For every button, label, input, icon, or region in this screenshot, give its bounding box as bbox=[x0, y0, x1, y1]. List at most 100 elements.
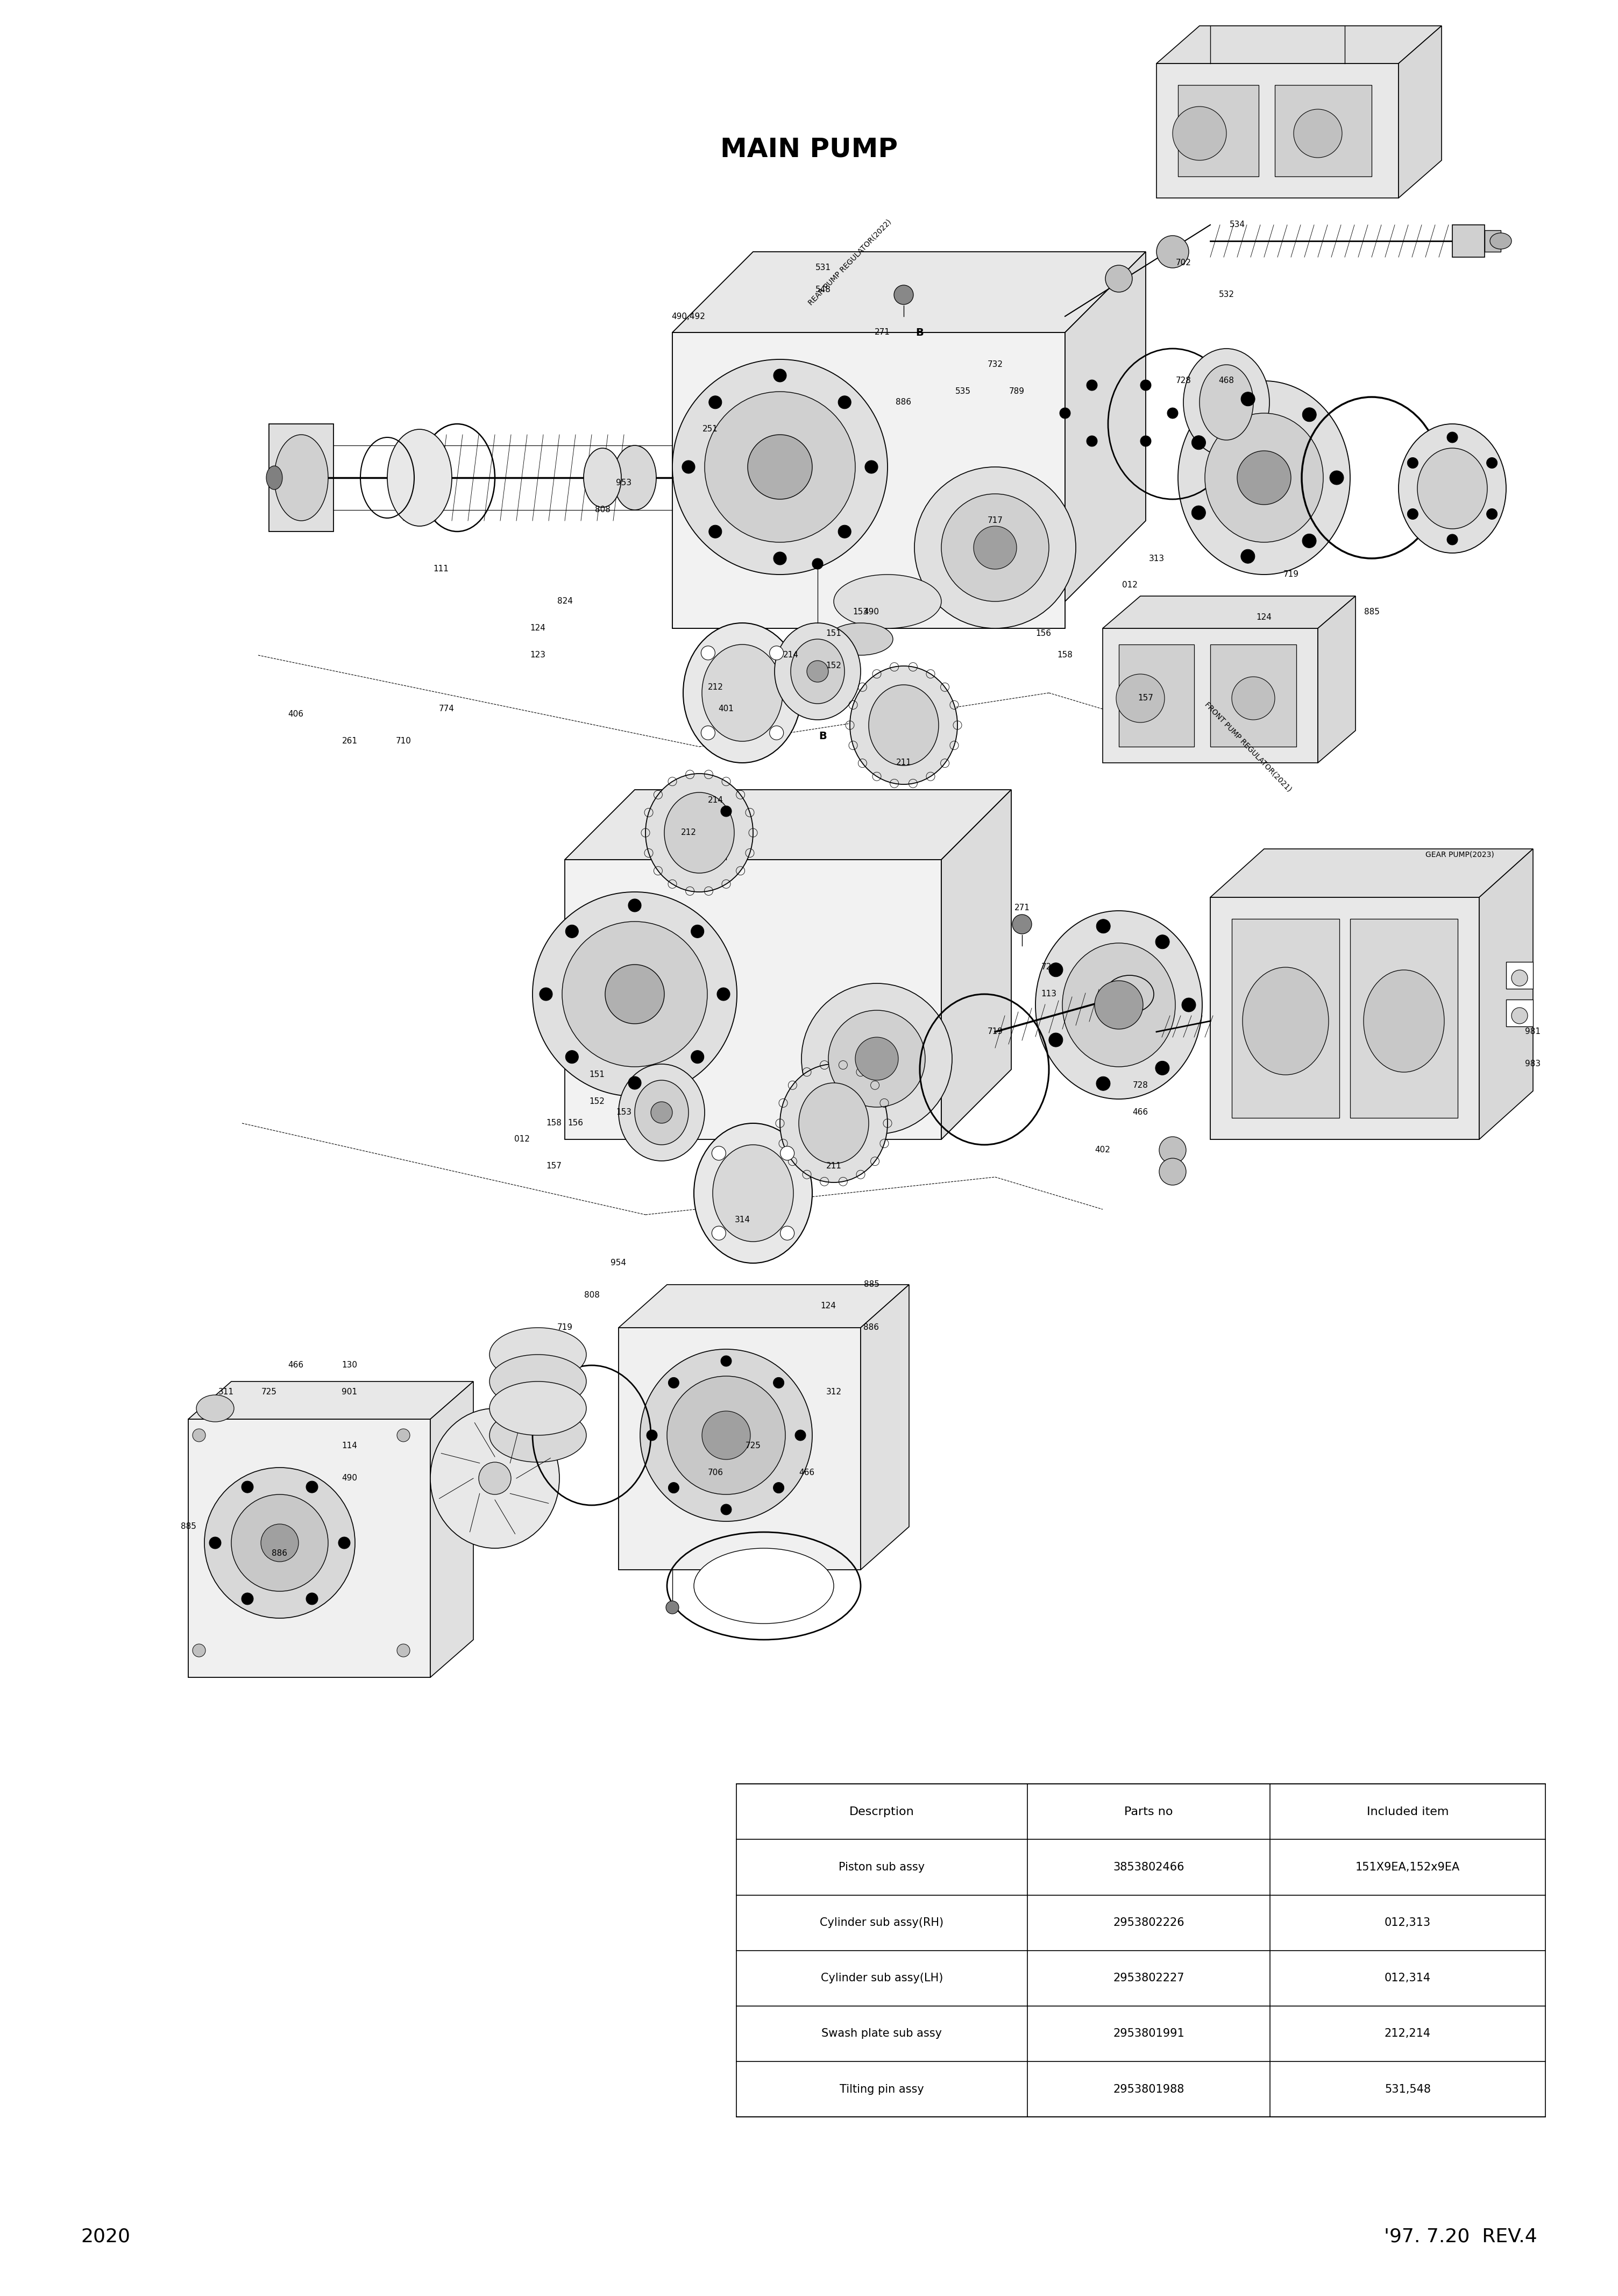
Ellipse shape bbox=[838, 395, 851, 409]
Text: 490,492: 490,492 bbox=[671, 312, 705, 321]
Text: 271: 271 bbox=[1014, 905, 1029, 912]
Text: REAR PUMP REGULATOR(2022): REAR PUMP REGULATOR(2022) bbox=[807, 218, 893, 308]
Ellipse shape bbox=[895, 285, 913, 305]
Polygon shape bbox=[1103, 597, 1356, 629]
Ellipse shape bbox=[770, 726, 783, 739]
Ellipse shape bbox=[974, 526, 1016, 569]
Text: Piston sub assy: Piston sub assy bbox=[838, 1862, 925, 1874]
Bar bbox=[1506, 962, 1532, 990]
Bar bbox=[1485, 230, 1502, 253]
Text: 706: 706 bbox=[707, 1469, 723, 1476]
Text: Parts no: Parts no bbox=[1125, 1807, 1173, 1816]
Ellipse shape bbox=[667, 1600, 680, 1614]
Bar bbox=[1231, 918, 1340, 1118]
Text: 719: 719 bbox=[557, 1322, 573, 1332]
Polygon shape bbox=[1317, 597, 1356, 762]
Ellipse shape bbox=[833, 574, 942, 629]
Text: 114: 114 bbox=[341, 1442, 358, 1451]
Ellipse shape bbox=[801, 983, 951, 1134]
Ellipse shape bbox=[712, 1146, 726, 1159]
Text: 983: 983 bbox=[1526, 1061, 1540, 1068]
Ellipse shape bbox=[1487, 457, 1497, 468]
Text: 311: 311 bbox=[218, 1389, 233, 1396]
Ellipse shape bbox=[490, 1327, 586, 1382]
Ellipse shape bbox=[566, 925, 578, 937]
Text: 3853802466: 3853802466 bbox=[1113, 1862, 1184, 1874]
Ellipse shape bbox=[532, 891, 736, 1097]
Ellipse shape bbox=[1155, 1061, 1170, 1075]
Text: 156: 156 bbox=[1036, 629, 1052, 638]
Text: '97. 7.20  REV.4: '97. 7.20 REV.4 bbox=[1383, 2227, 1537, 2245]
Bar bbox=[1157, 64, 1398, 197]
Ellipse shape bbox=[628, 1077, 641, 1088]
Ellipse shape bbox=[780, 1063, 888, 1182]
Ellipse shape bbox=[799, 1084, 869, 1164]
Ellipse shape bbox=[794, 1430, 806, 1440]
Text: 789: 789 bbox=[1010, 388, 1024, 395]
Text: 981: 981 bbox=[1526, 1029, 1540, 1035]
Ellipse shape bbox=[1060, 409, 1071, 418]
Ellipse shape bbox=[1231, 677, 1275, 719]
Ellipse shape bbox=[646, 774, 752, 891]
Ellipse shape bbox=[561, 921, 707, 1068]
Ellipse shape bbox=[791, 638, 845, 703]
Bar bbox=[1118, 645, 1194, 746]
Ellipse shape bbox=[770, 645, 783, 659]
Polygon shape bbox=[565, 790, 1011, 859]
Text: 468: 468 bbox=[1218, 377, 1235, 386]
Ellipse shape bbox=[701, 645, 715, 659]
Ellipse shape bbox=[1205, 413, 1324, 542]
Ellipse shape bbox=[702, 1412, 751, 1460]
Ellipse shape bbox=[780, 1226, 794, 1240]
Ellipse shape bbox=[605, 964, 665, 1024]
Ellipse shape bbox=[1097, 918, 1110, 932]
Ellipse shape bbox=[1199, 365, 1254, 441]
Polygon shape bbox=[673, 333, 1065, 629]
Ellipse shape bbox=[1141, 379, 1150, 390]
Ellipse shape bbox=[1158, 1157, 1186, 1185]
Text: 153: 153 bbox=[853, 608, 869, 615]
Ellipse shape bbox=[807, 661, 828, 682]
Text: 212,214: 212,214 bbox=[1385, 2027, 1430, 2039]
Ellipse shape bbox=[709, 395, 722, 409]
Ellipse shape bbox=[387, 429, 451, 526]
Text: 124: 124 bbox=[820, 1302, 837, 1311]
Ellipse shape bbox=[1192, 436, 1205, 450]
Ellipse shape bbox=[709, 526, 722, 537]
Text: 151X9EA,152x9EA: 151X9EA,152x9EA bbox=[1356, 1862, 1459, 1874]
Ellipse shape bbox=[691, 1052, 704, 1063]
Ellipse shape bbox=[1417, 448, 1487, 528]
Text: 2953801988: 2953801988 bbox=[1113, 2085, 1184, 2094]
Ellipse shape bbox=[773, 370, 786, 381]
Ellipse shape bbox=[430, 1407, 560, 1548]
Text: 312: 312 bbox=[825, 1389, 841, 1396]
Ellipse shape bbox=[584, 448, 621, 507]
Polygon shape bbox=[618, 1286, 909, 1327]
Ellipse shape bbox=[1048, 1033, 1063, 1047]
Text: 808: 808 bbox=[584, 1290, 599, 1300]
Ellipse shape bbox=[694, 1548, 833, 1623]
Ellipse shape bbox=[665, 792, 735, 872]
Ellipse shape bbox=[396, 1644, 409, 1658]
Ellipse shape bbox=[683, 622, 801, 762]
Ellipse shape bbox=[1243, 967, 1328, 1075]
Ellipse shape bbox=[812, 558, 824, 569]
Ellipse shape bbox=[1087, 436, 1097, 445]
Ellipse shape bbox=[673, 360, 888, 574]
Text: 466: 466 bbox=[799, 1469, 815, 1476]
Ellipse shape bbox=[1446, 432, 1458, 443]
Text: Cylinder sub assy(RH): Cylinder sub assy(RH) bbox=[820, 1917, 943, 1929]
Text: 212: 212 bbox=[681, 829, 696, 836]
Text: 885: 885 bbox=[181, 1522, 196, 1531]
Ellipse shape bbox=[396, 1428, 409, 1442]
Text: 158: 158 bbox=[547, 1118, 561, 1127]
Bar bbox=[1506, 999, 1532, 1026]
Text: 124: 124 bbox=[1256, 613, 1272, 622]
Ellipse shape bbox=[306, 1593, 317, 1605]
Ellipse shape bbox=[1294, 110, 1341, 158]
Ellipse shape bbox=[613, 445, 657, 510]
Text: MAIN PUMP: MAIN PUMP bbox=[720, 135, 898, 163]
Text: GEAR PUMP(2023): GEAR PUMP(2023) bbox=[1425, 850, 1493, 859]
Ellipse shape bbox=[241, 1593, 254, 1605]
Text: 123: 123 bbox=[531, 652, 545, 659]
